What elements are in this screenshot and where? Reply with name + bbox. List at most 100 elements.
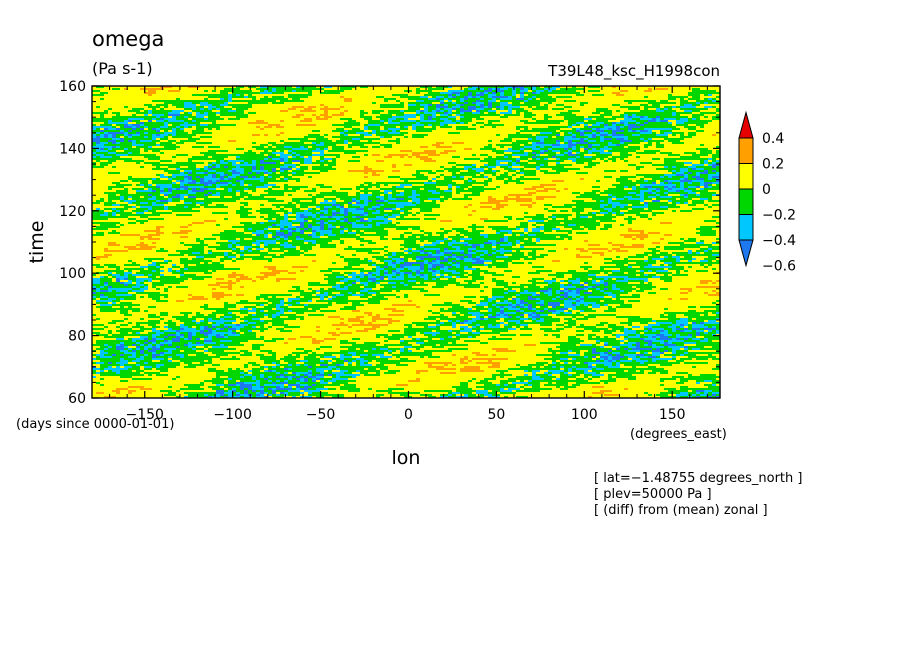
field-cell xyxy=(544,226,556,228)
field-cell xyxy=(676,118,680,120)
field-cell xyxy=(692,114,696,116)
field-cell xyxy=(156,144,160,146)
field-cell xyxy=(640,112,652,114)
field-cell xyxy=(152,210,156,212)
field-cell xyxy=(600,158,604,160)
field-cell xyxy=(360,150,364,152)
field-cell xyxy=(628,198,632,200)
field-cell xyxy=(648,232,660,234)
field-cell xyxy=(208,96,212,98)
field-cell xyxy=(260,154,264,156)
field-cell xyxy=(472,232,480,234)
field-cell xyxy=(628,102,632,104)
field-cell xyxy=(648,100,656,102)
field-cell xyxy=(632,176,636,178)
field-cell xyxy=(344,110,348,112)
field-cell xyxy=(164,102,176,104)
field-cell xyxy=(256,236,260,238)
field-cell xyxy=(264,98,272,100)
field-cell xyxy=(432,200,436,202)
field-cell xyxy=(288,238,292,240)
field-cell xyxy=(96,218,100,220)
field-cell xyxy=(704,234,716,236)
field-cell xyxy=(604,216,608,218)
field-cell xyxy=(516,108,520,110)
field-cell xyxy=(460,186,468,188)
field-cell xyxy=(488,178,492,180)
field-cell xyxy=(156,120,164,122)
field-cell xyxy=(164,130,168,132)
field-cell xyxy=(188,138,200,140)
field-cell xyxy=(124,140,128,142)
field-cell xyxy=(436,196,440,198)
field-cell xyxy=(344,136,352,138)
field-cell xyxy=(552,86,556,88)
field-cell xyxy=(316,136,324,138)
field-cell xyxy=(248,196,252,198)
field-cell xyxy=(536,144,544,146)
field-cell xyxy=(488,94,492,96)
field-cell xyxy=(160,184,172,186)
field-cell xyxy=(444,194,452,196)
field-cell xyxy=(396,218,408,220)
field-cell xyxy=(548,144,552,146)
field-cell xyxy=(520,198,532,200)
field-cell xyxy=(608,188,612,190)
field-cell xyxy=(516,238,520,240)
field-cell xyxy=(152,188,164,190)
field-cell xyxy=(528,88,532,90)
field-cell xyxy=(600,144,604,146)
field-cell xyxy=(152,234,160,236)
field-cell xyxy=(340,204,344,206)
field-cell xyxy=(160,142,172,144)
field-cell xyxy=(120,128,124,130)
field-cell xyxy=(96,200,104,202)
field-cell xyxy=(608,122,612,124)
field-cell xyxy=(200,112,204,114)
field-cell xyxy=(460,236,464,238)
field-cell xyxy=(360,232,364,234)
field-cell xyxy=(236,184,240,186)
field-cell xyxy=(276,90,288,92)
field-cell xyxy=(228,198,240,200)
field-cell xyxy=(628,108,640,110)
field-cell xyxy=(224,182,228,184)
field-cell xyxy=(528,164,540,166)
field-cell xyxy=(540,96,552,98)
field-cell xyxy=(136,134,140,136)
field-cell xyxy=(432,122,440,124)
field-cell xyxy=(176,122,180,124)
field-cell xyxy=(456,192,460,194)
field-cell xyxy=(676,120,684,122)
field-cell xyxy=(116,212,124,214)
field-cell xyxy=(416,190,428,192)
field-cell xyxy=(672,210,676,212)
field-cell xyxy=(668,186,672,188)
field-cell xyxy=(200,124,208,126)
field-cell xyxy=(420,128,432,130)
field-cell xyxy=(484,124,492,126)
field-cell xyxy=(620,158,624,160)
field-cell xyxy=(180,110,184,112)
field-cell xyxy=(192,118,200,120)
field-cell xyxy=(472,90,476,92)
field-cell xyxy=(144,214,148,216)
field-cell xyxy=(208,200,212,202)
field-cell xyxy=(256,100,260,102)
field-cell xyxy=(636,146,640,148)
field-cell xyxy=(140,222,144,224)
field-cell xyxy=(184,232,188,234)
field-cell xyxy=(176,164,184,166)
field-cell xyxy=(244,172,248,174)
field-cell xyxy=(664,128,668,130)
field-cell xyxy=(716,226,720,228)
field-cell xyxy=(128,132,132,134)
field-cell xyxy=(692,156,700,158)
field-cell xyxy=(308,148,312,150)
field-cell xyxy=(284,176,292,178)
field-cell xyxy=(204,100,208,102)
field-cell xyxy=(472,164,476,166)
field-cell xyxy=(248,174,252,176)
field-cell xyxy=(584,206,588,208)
field-cell xyxy=(444,230,452,232)
